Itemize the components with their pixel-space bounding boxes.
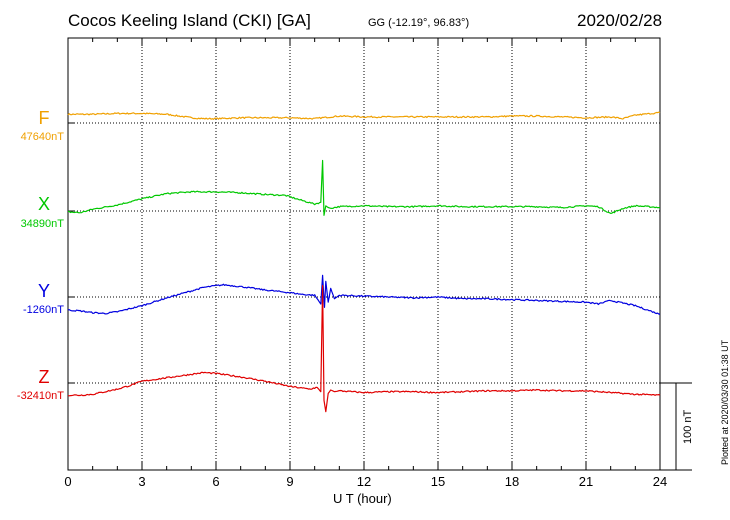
x-tick-label: 6 <box>212 474 220 489</box>
scale-bar-label: 100 nT <box>682 409 694 444</box>
x-tick-label: 9 <box>286 474 294 489</box>
component-letter-x: X <box>37 194 51 214</box>
x-tick-label: 21 <box>578 474 594 489</box>
station-coordinates: GG (-12.19°, 96.83°) <box>368 17 470 29</box>
x-tick-label: 12 <box>356 474 372 489</box>
component-letter-z: Z <box>38 367 50 387</box>
x-tick-label: 0 <box>64 474 72 489</box>
x-tick-label: 3 <box>138 474 146 489</box>
x-tick-label: 15 <box>430 474 446 489</box>
series-line-f <box>67 111 661 120</box>
component-baseline-f: 47640nT <box>20 131 64 143</box>
component-baseline-y: -1260nT <box>23 304 64 316</box>
series-line-x <box>67 159 661 216</box>
x-tick-label: 18 <box>504 474 520 489</box>
chart-date: 2020/02/28 <box>577 11 663 30</box>
component-letter-f: F <box>38 108 50 128</box>
series-line-z <box>67 285 661 413</box>
plotted-timestamp: Plotted at 2020/03/30 01:38 UT <box>720 339 730 465</box>
component-letter-y: Y <box>37 281 51 301</box>
component-baseline-z: -32410nT <box>16 390 64 402</box>
component-baseline-x: 34890nT <box>20 218 64 230</box>
x-tick-label: 24 <box>652 474 668 489</box>
station-title: Cocos Keeling Island (CKI) [GA] <box>68 11 311 30</box>
series-line-y <box>67 274 661 315</box>
x-axis-label: U T (hour) <box>333 491 392 506</box>
